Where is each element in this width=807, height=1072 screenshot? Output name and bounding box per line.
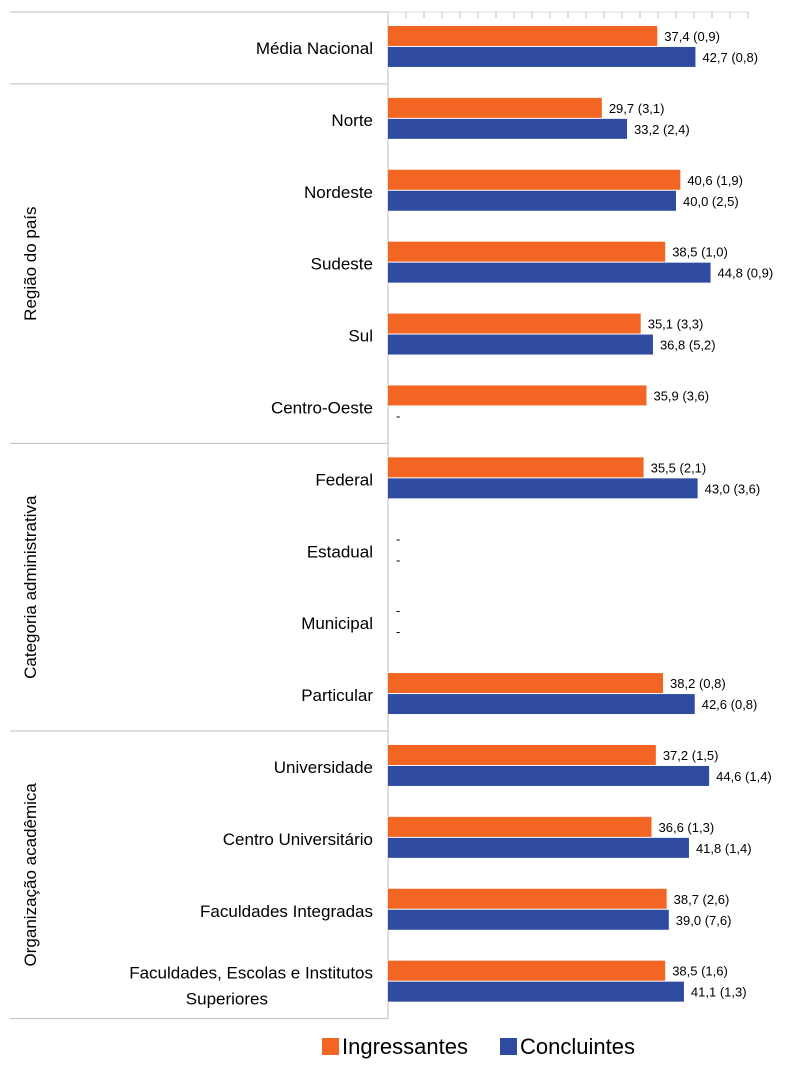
group-label: Região do país: [21, 206, 40, 320]
group-label: Organização acadêmica: [21, 783, 40, 967]
bar-ingressantes: [388, 25, 658, 46]
data-label: 29,7 (3,1): [609, 101, 665, 116]
data-label: 41,1 (1,3): [691, 985, 747, 1000]
bar-ingressantes: [388, 313, 641, 334]
bar-concluintes: [388, 334, 653, 355]
bar-ingressantes: [388, 97, 602, 118]
category-label: Nordeste: [304, 183, 373, 202]
data-label: 44,6 (1,4): [716, 769, 772, 784]
data-label: 39,0 (7,6): [676, 913, 732, 928]
data-label: -: [396, 603, 400, 618]
data-label: 37,4 (0,9): [664, 29, 720, 44]
data-label: -: [396, 552, 400, 567]
data-label: 41,8 (1,4): [696, 841, 752, 856]
category-label: Média Nacional: [256, 39, 373, 58]
category-label: Municipal: [301, 614, 373, 633]
category-label: Sudeste: [311, 255, 373, 274]
data-label: 40,6 (1,9): [687, 173, 743, 188]
data-label: -: [396, 408, 400, 423]
bar-concluintes: [388, 837, 689, 858]
bar-concluintes: [388, 909, 669, 930]
data-label: 37,2 (1,5): [663, 748, 719, 763]
data-label: 38,2 (0,8): [670, 676, 726, 691]
category-label: Faculdades, Escolas e Institutos: [129, 964, 373, 983]
bar-concluintes: [388, 478, 698, 499]
bar-concluintes: [388, 118, 628, 139]
data-label: 33,2 (2,4): [634, 122, 690, 137]
data-label: 42,6 (0,8): [702, 697, 758, 712]
bar-ingressantes: [388, 169, 681, 190]
data-label: 44,8 (0,9): [718, 266, 774, 281]
data-label: 35,9 (3,6): [653, 388, 709, 403]
bar-ingressantes: [388, 241, 666, 262]
legend-label: Concluintes: [520, 1034, 635, 1059]
data-label: 38,5 (1,6): [672, 964, 728, 979]
group-label: Categoria administrativa: [21, 495, 40, 679]
bar-concluintes: [388, 262, 711, 283]
legend-swatch-ingressantes: [322, 1038, 339, 1055]
bar-concluintes: [388, 46, 696, 67]
data-label: -: [396, 624, 400, 639]
data-label: 40,0 (2,5): [683, 194, 739, 209]
category-label: Estadual: [307, 542, 373, 561]
bar-ingressantes: [388, 816, 652, 837]
data-label: -: [396, 531, 400, 546]
data-label: 38,7 (2,6): [674, 892, 730, 907]
legend-label: Ingressantes: [342, 1034, 468, 1059]
category-label: Faculdades Integradas: [200, 902, 373, 921]
bar-concluintes: [388, 765, 710, 786]
data-label: 36,6 (1,3): [659, 820, 715, 835]
category-label: Sul: [348, 327, 373, 346]
bar-ingressantes: [388, 673, 664, 694]
data-label: 43,0 (3,6): [705, 481, 761, 496]
category-label: Universidade: [274, 758, 373, 777]
data-label: 38,5 (1,0): [672, 245, 728, 260]
data-label: 36,8 (5,2): [660, 338, 716, 353]
bar-concluintes: [388, 694, 695, 715]
data-label: 35,5 (2,1): [651, 460, 707, 475]
bar-ingressantes: [388, 744, 656, 765]
category-label: Norte: [331, 111, 373, 130]
bar-concluintes: [388, 190, 676, 211]
legend-swatch-concluintes: [500, 1038, 517, 1055]
data-label: 42,7 (0,8): [702, 50, 758, 65]
bar-ingressantes: [388, 888, 667, 909]
category-label: Superiores: [186, 990, 268, 1009]
bar-ingressantes: [388, 457, 644, 478]
category-label: Centro-Oeste: [271, 398, 373, 417]
data-label: 35,1 (3,3): [648, 317, 704, 332]
category-label: Particular: [301, 686, 373, 705]
category-label: Federal: [315, 470, 373, 489]
bar-concluintes: [388, 981, 684, 1002]
bar-ingressantes: [388, 385, 647, 406]
category-label: Centro Universitário: [223, 830, 373, 849]
bar-ingressantes: [388, 960, 666, 981]
